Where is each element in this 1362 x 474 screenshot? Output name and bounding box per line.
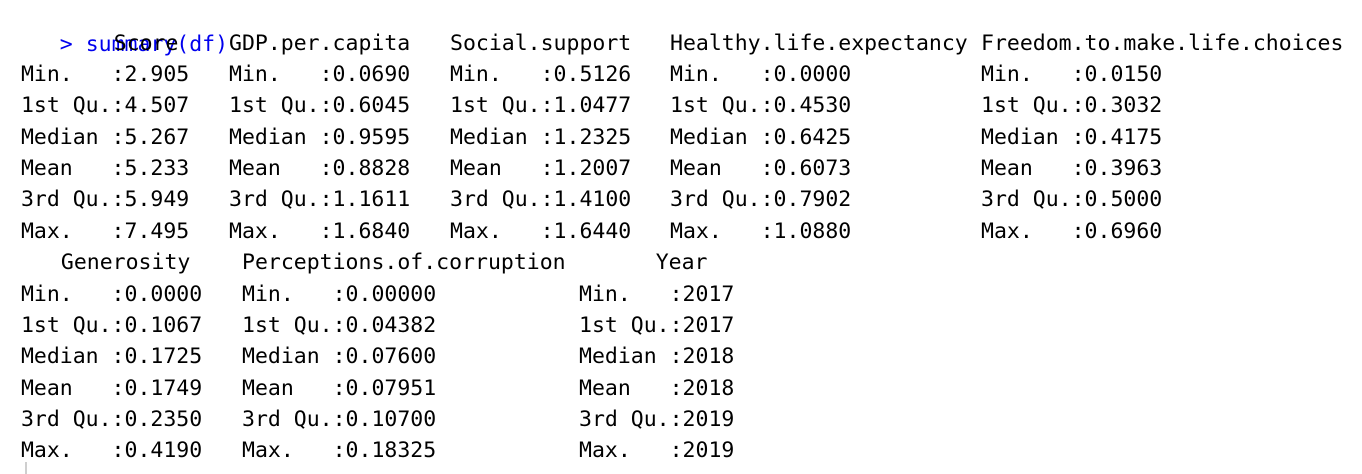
block2-cell: Max. :0.4190 xyxy=(8,438,229,463)
block2-cell: Min. :2017 xyxy=(579,282,761,307)
input-caret xyxy=(25,462,27,474)
block1-header-social: Social.support xyxy=(450,31,632,56)
block1-cell: Min. :2.905 xyxy=(8,62,216,87)
block1-cell: Mean :0.6073 xyxy=(670,156,968,181)
block1-cell: Max. :1.6440 xyxy=(450,219,658,244)
block1-cell: 1st Qu.:4.507 xyxy=(8,93,216,118)
block1-cell: 3rd Qu.:1.1611 xyxy=(229,187,437,212)
block1-cell: Median :0.9595 xyxy=(229,125,437,150)
command-text: summary(df) xyxy=(85,32,229,57)
block2-cell: Median :0.07600 xyxy=(242,344,566,369)
block2-cell: 3rd Qu.:0.10700 xyxy=(242,407,566,432)
block1-cell: Mean :0.3963 xyxy=(981,156,1344,181)
block1-cell: Min. :0.5126 xyxy=(450,62,658,87)
block1-cell: 1st Qu.:0.6045 xyxy=(229,93,437,118)
block1-cell: Mean :0.8828 xyxy=(229,156,437,181)
block1-cell: 1st Qu.:0.3032 xyxy=(981,93,1344,118)
block1-cell: Min. :0.0690 xyxy=(229,62,437,87)
block2-cell: Median :2018 xyxy=(579,344,761,369)
block1-cell: Max. :1.6840 xyxy=(229,219,437,244)
block1-cell: Median :1.2325 xyxy=(450,125,658,150)
block2-cell: Mean :2018 xyxy=(579,376,761,401)
block1-header-row: Score GDP.per.capita Social.support Heal… xyxy=(8,28,1344,59)
block2-header-row: Generosity Perceptions.of.corruption Yea… xyxy=(8,247,708,278)
block1-cell: Max. :0.6960 xyxy=(981,219,1344,244)
block1-cell: 3rd Qu.:0.5000 xyxy=(981,187,1344,212)
block1-cell: Min. :0.0000 xyxy=(670,62,968,87)
block1-cell: Mean :1.2007 xyxy=(450,156,658,181)
block1-cell: Max. :1.0880 xyxy=(670,219,968,244)
block2-cell: Max. :0.18325 xyxy=(242,438,566,463)
command-line: > summary(df) xyxy=(8,0,228,57)
block1-header-gdp: GDP.per.capita xyxy=(229,31,411,56)
block1-header-score: Score xyxy=(62,31,231,56)
block1-header-health: Healthy.life.expectancy xyxy=(670,31,968,56)
block1-header-freedom: Freedom.to.make.life.choices xyxy=(981,31,1344,56)
block1-cell: Median :0.6425 xyxy=(670,125,968,150)
block2-cell: Min. :0.0000 xyxy=(8,282,229,307)
block1-cell: 3rd Qu.:1.4100 xyxy=(450,187,658,212)
block1-cell: 1st Qu.:0.4530 xyxy=(670,93,968,118)
block1-cell: Max. :7.495 xyxy=(8,219,216,244)
block2-cell: Max. :2019 xyxy=(579,438,761,463)
block2-cell: 1st Qu.:2017 xyxy=(579,313,761,338)
block1-cell: 3rd Qu.:0.7902 xyxy=(670,187,968,212)
block2-header-year: Year xyxy=(591,250,760,275)
block2-cell: Mean :0.07951 xyxy=(242,376,566,401)
block2-cell: 1st Qu.:0.1067 xyxy=(8,313,229,338)
block2-cell: Mean :0.1749 xyxy=(8,376,229,401)
block1-cell: Median :0.4175 xyxy=(981,125,1344,150)
block2-cell: 3rd Qu.:0.2350 xyxy=(8,407,229,432)
block1-cell: Median :5.267 xyxy=(8,125,216,150)
prompt-symbol: > xyxy=(59,32,73,57)
block1-cell: 3rd Qu.:5.949 xyxy=(8,187,216,212)
r-console[interactable]: > summary(df) Score GDP.per.capita Socia… xyxy=(8,0,1358,474)
block1-cell: Mean :5.233 xyxy=(8,156,216,181)
block2-cell: Median :0.1725 xyxy=(8,344,229,369)
block2-header-generosity: Generosity xyxy=(35,250,243,275)
block2-cell: 1st Qu.:0.04382 xyxy=(242,313,566,338)
block2-cell: 3rd Qu.:2019 xyxy=(579,407,761,432)
block1-cell: Min. :0.0150 xyxy=(981,62,1344,87)
block2-cell: Min. :0.00000 xyxy=(242,282,566,307)
block1-cell: 1st Qu.:1.0477 xyxy=(450,93,658,118)
block2-header-corruption: Perceptions.of.corruption xyxy=(242,250,566,275)
